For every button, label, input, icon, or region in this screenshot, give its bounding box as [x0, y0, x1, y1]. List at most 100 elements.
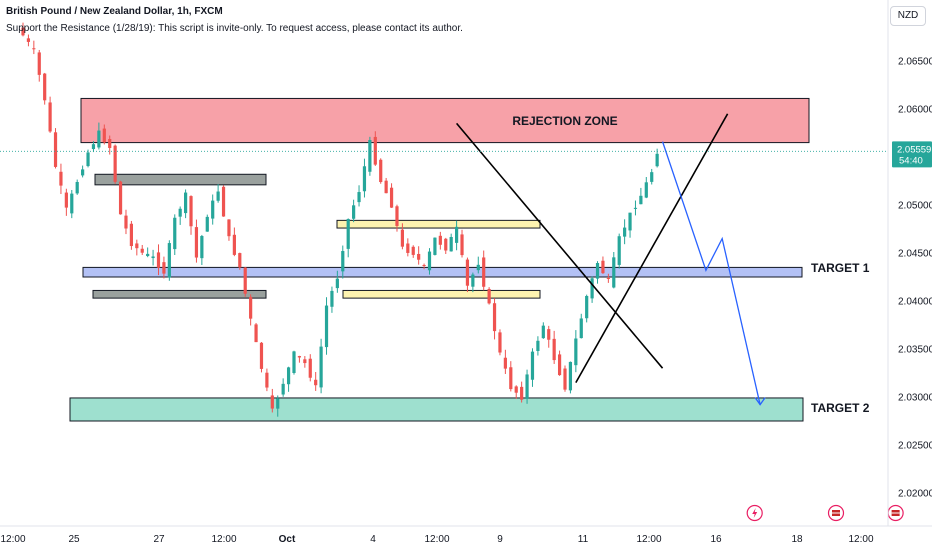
candle-body: [487, 288, 491, 304]
projection-path[interactable]: [661, 141, 761, 405]
candle-body: [330, 290, 334, 307]
candle-body: [276, 398, 280, 409]
zone-box[interactable]: [94, 173, 267, 186]
candle-body: [118, 181, 123, 215]
candle-body: [254, 324, 258, 343]
candle-body: [639, 195, 643, 205]
candle-body: [427, 251, 432, 271]
candle-body: [460, 234, 464, 256]
drawings-layer: [455, 113, 766, 406]
candles-layer: [21, 22, 659, 417]
candle-body: [151, 256, 155, 259]
candle-body: [146, 253, 150, 257]
zone-box[interactable]: [342, 289, 541, 299]
candle-body: [530, 351, 535, 380]
candle-body: [297, 356, 302, 358]
candle-body: [86, 152, 90, 167]
price-tag-value: 2.05559: [897, 144, 931, 155]
y-tick-label: 2.05000: [898, 201, 932, 212]
x-tick-label: Oct: [279, 534, 296, 545]
candle-body: [644, 182, 648, 198]
x-tick-label: 16: [710, 534, 722, 545]
candle-body: [541, 325, 545, 339]
rejection-zone-label: REJECTION ZONE: [512, 114, 617, 128]
candle-body: [53, 132, 58, 167]
y-tick-label: 2.03000: [898, 393, 932, 404]
candle-body: [238, 253, 242, 268]
candle-body: [216, 191, 220, 201]
candle-body: [606, 277, 610, 279]
price-tag[interactable]: [892, 141, 932, 168]
candle-body: [178, 208, 182, 217]
projection-arrowhead: [754, 397, 766, 406]
candle-body: [465, 259, 470, 286]
candle-body: [373, 136, 377, 165]
candle-body: [221, 186, 226, 217]
candle-body: [173, 217, 177, 250]
candle-body: [503, 357, 507, 369]
candle-body: [232, 234, 236, 255]
candle-body: [281, 383, 285, 395]
y-tick-label: 2.06500: [898, 57, 932, 68]
target-2-label: TARGET 2: [811, 401, 870, 415]
y-tick-label: 2.02000: [898, 489, 932, 500]
zone-box[interactable]: [336, 219, 541, 229]
candle-body: [498, 332, 502, 353]
candle-body: [400, 229, 404, 247]
candle-body: [259, 342, 264, 369]
event-icons-layer: [746, 504, 904, 522]
candle-body: [520, 386, 524, 400]
candle-body: [433, 237, 437, 255]
currency-badge[interactable]: NZD: [890, 6, 926, 26]
candle-body: [617, 236, 621, 265]
indicator-title: Support the Resistance (1/28/19): This s…: [6, 23, 463, 34]
candle-body: [379, 159, 383, 183]
zone-box[interactable]: [92, 289, 267, 299]
x-tick-label: 27: [153, 534, 165, 545]
candle-body: [319, 346, 323, 388]
candle-body: [43, 73, 47, 101]
candle-body: [303, 359, 307, 364]
candle-body: [422, 264, 426, 266]
candle-body: [563, 368, 567, 390]
candle-body: [585, 295, 589, 319]
candle-body: [156, 252, 161, 268]
candle-body: [650, 172, 654, 182]
x-tick-label: 25: [68, 534, 80, 545]
candle-body: [455, 226, 459, 243]
symbol-title: British Pound / New Zealand Dollar, 1h, …: [6, 6, 223, 17]
candle-body: [162, 262, 166, 274]
candle-body: [595, 262, 600, 279]
candle-body: [547, 329, 551, 340]
candle-body: [26, 38, 31, 42]
candle-body: [194, 227, 199, 258]
candle-body: [167, 243, 171, 278]
zone-box[interactable]: [69, 397, 804, 422]
candle-body: [140, 248, 144, 253]
candle-body: [91, 144, 96, 150]
candle-body: [568, 361, 573, 391]
trendline[interactable]: [455, 122, 664, 369]
zone-labels-layer: REJECTION ZONE TARGET 1 TARGET 2: [512, 114, 869, 415]
candle-body: [346, 219, 350, 249]
candle-body: [341, 251, 345, 272]
zone-box[interactable]: [82, 266, 803, 278]
x-tick-label: 18: [791, 534, 803, 545]
candle-body: [389, 187, 394, 208]
candle-body: [135, 243, 139, 249]
candle-body: [70, 193, 74, 214]
candle-body: [227, 219, 231, 237]
candle-body: [200, 236, 204, 259]
zone-box[interactable]: [80, 97, 810, 144]
trendline[interactable]: [575, 113, 729, 383]
candle-body: [633, 207, 638, 209]
candle-body: [292, 351, 296, 374]
candle-body: [249, 296, 253, 319]
candle-body: [362, 166, 367, 192]
candle-body: [449, 237, 453, 252]
candle-body: [75, 181, 79, 194]
price-tag-countdown: 54:40: [899, 155, 923, 166]
candle-body: [81, 169, 85, 176]
